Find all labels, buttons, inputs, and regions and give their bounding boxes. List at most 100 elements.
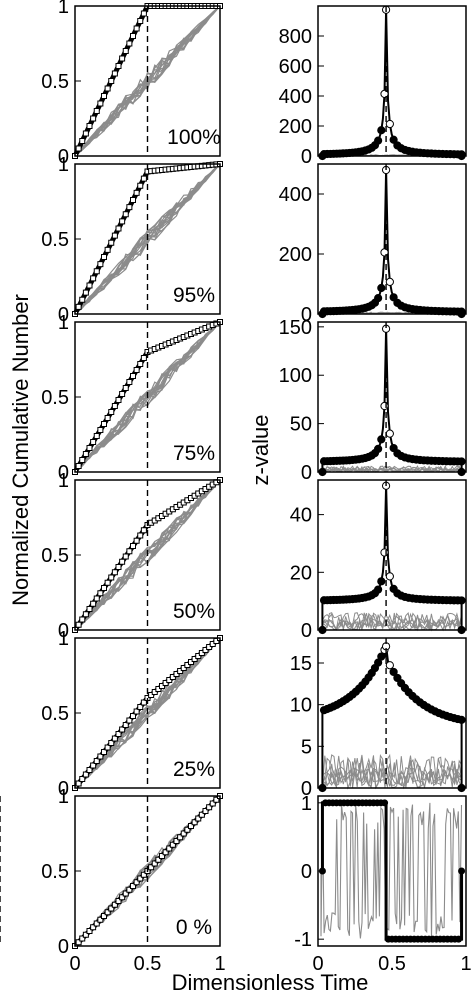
percentage-label: 0 %	[176, 916, 212, 939]
observed-marker	[104, 744, 111, 751]
zvalue-axes-frame	[317, 321, 467, 473]
y-tick-label: 150	[279, 317, 312, 339]
observed-marker	[380, 89, 389, 98]
observed-marker	[101, 421, 107, 427]
observed-marker	[177, 834, 184, 841]
observed-marker	[111, 403, 118, 409]
observed-marker	[140, 10, 147, 17]
observed-marker	[119, 391, 126, 397]
observed-marker	[90, 762, 97, 769]
y-tick-label: 0	[58, 620, 69, 642]
y-tick-label: 0	[58, 936, 69, 958]
observed-marker	[104, 579, 111, 586]
y-tick-label: 200	[279, 116, 312, 138]
observed-marker	[86, 282, 93, 289]
observed-marker	[82, 451, 89, 457]
observed-marker	[82, 931, 89, 938]
percentage-label: 25%	[173, 758, 215, 781]
observed-zvalue-line	[320, 801, 464, 941]
observed-marker	[385, 661, 394, 670]
y-tick-label: 0	[58, 778, 69, 800]
observed-marker	[108, 239, 115, 246]
observed-marker	[104, 415, 111, 421]
observed-marker	[115, 564, 122, 570]
observed-marker	[184, 826, 191, 833]
observed-marker	[86, 767, 93, 773]
y-tick-label: 100	[279, 365, 312, 387]
observed-marker	[111, 232, 118, 239]
observed-marker	[389, 293, 398, 302]
observed-marker	[380, 248, 389, 257]
observed-marker	[75, 939, 82, 946]
observed-marker	[195, 815, 202, 822]
observed-marker	[79, 776, 86, 782]
observed-marker	[82, 130, 89, 137]
observed-zvalue-line	[321, 169, 463, 314]
observed-marker	[93, 920, 100, 927]
observed-marker	[126, 204, 133, 211]
y-tick-label: 0	[301, 620, 312, 642]
panel-row-5: 0 0.5 1 25% 0 5 10 15	[41, 628, 467, 800]
y-tick-label: 0.5	[41, 545, 69, 567]
y-tick-label: 1	[58, 470, 69, 492]
observed-marker	[377, 577, 386, 586]
observed-marker	[155, 856, 162, 863]
observed-marker	[188, 823, 194, 829]
observed-marker	[133, 25, 140, 32]
observed-zvalue-line	[321, 485, 463, 630]
observed-marker	[122, 890, 129, 897]
panel-row-4: 0 0.5 1 50% 0 20 40	[41, 470, 467, 642]
observed-marker	[162, 849, 169, 856]
observed-marker	[389, 667, 398, 677]
observed-marker	[86, 123, 93, 129]
y-tick-label: 400	[279, 86, 312, 108]
panels: 00.51100%020040060080000.5195%020040000.…	[0, 0, 472, 975]
simulated-curve	[74, 479, 221, 631]
observed-marker	[108, 409, 115, 415]
observed-marker	[140, 527, 147, 534]
observed-marker	[457, 596, 466, 605]
observed-marker	[104, 909, 111, 916]
observed-marker	[86, 928, 93, 934]
y-tick-label: 0	[301, 146, 312, 168]
y-tick-label: 5	[301, 736, 312, 758]
observed-marker	[119, 894, 126, 901]
observed-marker	[173, 838, 180, 844]
observed-marker	[140, 699, 147, 706]
observed-marker	[108, 574, 115, 581]
observed-marker	[377, 435, 386, 444]
x-tick-label: 0.5	[134, 953, 162, 975]
simulated-curve	[322, 618, 463, 632]
x-axis-label: Dimensionless Time	[172, 970, 369, 994]
observed-marker	[126, 548, 133, 555]
observed-marker	[115, 225, 122, 232]
observed-marker	[457, 457, 466, 466]
observed-marker	[209, 800, 216, 807]
observed-marker	[86, 606, 93, 612]
y-tick-label: 0.5	[41, 703, 69, 725]
observed-marker	[166, 845, 173, 852]
observed-marker	[385, 429, 394, 438]
observed-marker	[122, 385, 129, 391]
observed-marker	[119, 726, 126, 733]
observed-marker	[97, 100, 104, 107]
panel-row-3: 0 0.5 1 75% 0 50 100 150	[41, 312, 467, 484]
observed-marker	[381, 799, 389, 807]
observed-marker	[151, 860, 158, 867]
simulated-curve	[321, 757, 463, 788]
observed-marker	[198, 811, 205, 818]
y-tick-label: 0.5	[41, 229, 69, 251]
right-y-axis-label: z-value	[248, 415, 273, 486]
observed-marker	[122, 211, 129, 218]
observed-marker	[115, 397, 122, 403]
observed-marker	[101, 913, 107, 919]
y-tick-label: 0.5	[41, 861, 69, 883]
y-tick-label: 0	[301, 778, 312, 800]
x-tick-label: 0	[69, 953, 80, 975]
observed-marker	[133, 879, 140, 886]
observed-marker	[389, 135, 398, 144]
observed-marker	[82, 771, 89, 778]
observed-marker	[169, 841, 176, 848]
observed-marker	[137, 182, 144, 189]
observed-marker	[90, 924, 97, 931]
